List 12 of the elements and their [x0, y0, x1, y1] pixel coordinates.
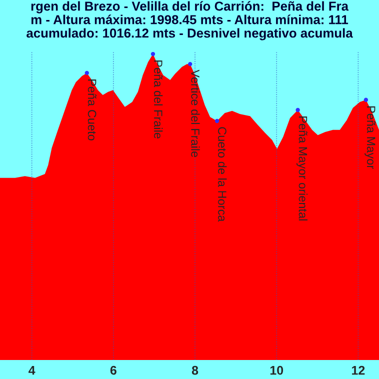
chart-title: rgen del Brezo - Velilla del río Carrión: Peña del Fra m - Altura máxima: 1998.45 mts - Altura mínima: 111 acumulado: 1016.12 mts - Desnivel negativo acumula — [26, 1, 353, 40]
x-tick-label: 10 — [270, 366, 284, 375]
x-tick-label: 6 — [110, 366, 116, 375]
annotation: Peña Mayor oriental — [296, 116, 308, 220]
x-tick-label: 12 — [352, 366, 365, 375]
annotation: Peña del Fraile — [154, 60, 163, 138]
annotation: Peña Mayor — [364, 106, 376, 169]
annotation: Vertice del Fraile — [191, 70, 200, 158]
x-tick-label: 4 — [28, 366, 36, 375]
annotation: Peña Cueto — [88, 79, 96, 140]
annotation: Cueto de la Horca — [218, 127, 227, 222]
x-tick-label: 8 — [192, 366, 198, 375]
